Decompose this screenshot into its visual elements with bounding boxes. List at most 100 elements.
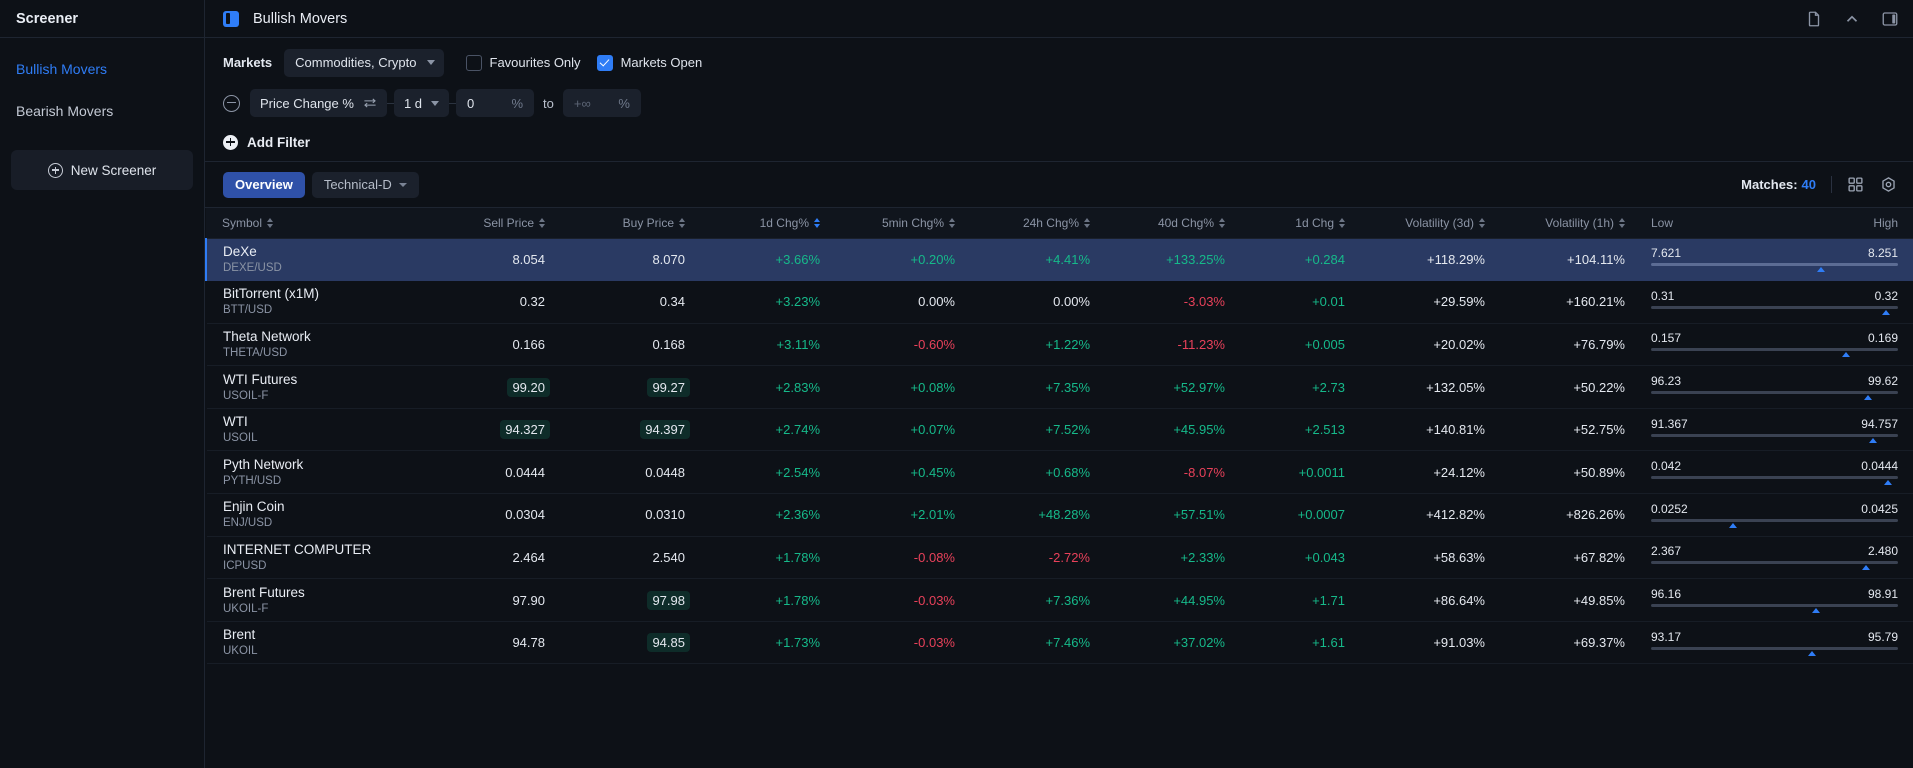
- column-header-volatility-3d[interactable]: Volatility (3d): [1361, 208, 1501, 239]
- cell-1d-chg: +1.71: [1312, 592, 1345, 608]
- cell-volatility-1h: +69.37%: [1573, 635, 1625, 651]
- sell-price-value: 2.464: [512, 549, 545, 565]
- cell-buy-price: 99.27: [561, 366, 701, 409]
- cell-buy-price: 2.540: [561, 536, 701, 579]
- favourites-only-checkbox[interactable]: Favourites Only: [465, 54, 581, 71]
- low-high-values: 96.23 99.62: [1651, 374, 1898, 388]
- titlebar-icon-group: [1805, 10, 1899, 28]
- markets-open-label: Markets Open: [620, 55, 703, 70]
- symbol-code: ICPUSD: [223, 559, 267, 572]
- current-price-marker-icon: [1807, 650, 1816, 656]
- metric-select[interactable]: Price Change %: [250, 89, 387, 117]
- cell-symbol: Enjin Coin ENJ/USD: [206, 494, 421, 537]
- period-select[interactable]: 1 d: [393, 89, 450, 117]
- cell-volatility-3d: +412.82%: [1426, 507, 1485, 523]
- sidebar-item-bearish-movers[interactable]: Bearish Movers: [0, 90, 204, 132]
- buy-price-value: 97.98: [647, 590, 690, 610]
- table-row[interactable]: INTERNET COMPUTER ICPUSD 2.464 2.540 +1.78% -…: [206, 536, 1913, 579]
- cell-buy-price: 0.34: [561, 281, 701, 324]
- cell-1d-chg-pct: +2.83%: [775, 379, 820, 395]
- sidebar-item-bullish-movers[interactable]: Bullish Movers: [0, 48, 204, 90]
- tab-overview[interactable]: Overview: [223, 171, 305, 198]
- add-filter-button[interactable]: Add Filter: [223, 134, 310, 150]
- high-value: 0.32: [1874, 288, 1898, 303]
- table-row[interactable]: DeXe DEXE/USD 8.054 8.070 +3.66% +0.20% +4.41%…: [205, 238, 1913, 281]
- low-high-track: [1651, 348, 1898, 358]
- low-high-range: 96.23 99.62: [1651, 374, 1898, 401]
- cell-1d-chg: +1.61: [1312, 635, 1345, 651]
- to-value-placeholder: +∞: [573, 95, 591, 111]
- cell-volatility-3d: +24.12%: [1433, 464, 1485, 480]
- chevron-down-icon: [431, 100, 440, 106]
- symbol-name: DeXe: [223, 243, 257, 259]
- table-row[interactable]: Brent Futures UKOIL-F 97.90 97.98 +1.78% -0.0…: [206, 579, 1913, 622]
- cell-1d-chg: +2.73: [1312, 379, 1345, 395]
- low-value: 0.157: [1651, 331, 1682, 346]
- cell-buy-price: 0.168: [561, 323, 701, 366]
- screener-panel-icon: [223, 10, 239, 27]
- current-price-marker-icon: [1728, 522, 1737, 528]
- symbol-code: USOIL-F: [223, 389, 269, 402]
- low-high-track: [1651, 391, 1898, 401]
- cell-volatility-1h: +50.89%: [1573, 464, 1625, 480]
- cell-24h-chg-pct: +48.28%: [1038, 507, 1090, 523]
- results-table: Symbol Sell Price Buy Price 1d Chg% 5min…: [205, 208, 1913, 664]
- cell-40d-chg-pct: -8.07%: [1183, 464, 1225, 480]
- column-label: 1d Chg%: [759, 215, 809, 230]
- current-price-marker-icon: [1884, 480, 1893, 486]
- checkbox-box: [465, 54, 482, 71]
- table-row[interactable]: Pyth Network PYTH/USD 0.0444 0.0448 +2.54% +0…: [206, 451, 1913, 494]
- panel-right-icon[interactable]: [1881, 10, 1899, 28]
- column-header-buy-price[interactable]: Buy Price: [561, 208, 701, 239]
- low-high-bar: [1651, 561, 1898, 565]
- column-label: 5min Chg%: [881, 215, 944, 230]
- column-label: Sell Price: [483, 215, 534, 230]
- sort-icon: [949, 217, 955, 228]
- column-header-1d-chg[interactable]: 1d Chg: [1241, 208, 1361, 239]
- symbol-name: BitTorrent (x1M): [223, 286, 320, 302]
- table-head: Symbol Sell Price Buy Price 1d Chg% 5min…: [206, 208, 1913, 239]
- column-header-5min-chg-pct[interactable]: 5min Chg%: [836, 208, 971, 239]
- column-header-1d-chg-pct[interactable]: 1d Chg%: [701, 208, 836, 239]
- settings-target-icon[interactable]: [1880, 176, 1897, 193]
- symbol-code: THETA/USD: [223, 346, 288, 359]
- cell-1d-chg: +0.0007: [1297, 507, 1345, 523]
- cell-24h-chg-pct: +7.46%: [1045, 635, 1090, 651]
- new-screener-button[interactable]: New Screener: [11, 150, 193, 190]
- column-header-40d-chg-pct[interactable]: 40d Chg%: [1106, 208, 1241, 239]
- from-value-input[interactable]: 0 %: [456, 89, 535, 117]
- chevron-up-icon[interactable]: [1843, 10, 1861, 28]
- cell-buy-price: 0.0310: [561, 494, 701, 537]
- table-row[interactable]: Enjin Coin ENJ/USD 0.0304 0.0310 +2.36% +2.01…: [206, 494, 1913, 537]
- table-row[interactable]: WTI USOIL 94.327 94.397 +2.74% +0.07% +7.52% +4…: [206, 408, 1913, 451]
- table-row[interactable]: WTI Futures USOIL-F 99.20 99.27 +2.83% +0.08%…: [206, 366, 1913, 409]
- table-row[interactable]: Brent UKOIL 94.78 94.85 +1.73% -0.03% +7.46% +3…: [206, 621, 1913, 664]
- column-header-sell-price[interactable]: Sell Price: [421, 208, 561, 239]
- sell-price-value: 94.327: [500, 420, 550, 440]
- cell-24h-chg-pct: +0.68%: [1045, 464, 1090, 480]
- document-icon[interactable]: [1805, 10, 1823, 28]
- buy-price-value: 8.070: [652, 251, 685, 267]
- column-header-symbol[interactable]: Symbol: [206, 208, 421, 239]
- cell-low-high-range: 0.31 0.32: [1641, 281, 1913, 324]
- column-header-volatility-1h[interactable]: Volatility (1h): [1501, 208, 1641, 239]
- markets-select[interactable]: Commodities, Crypto: [284, 48, 444, 77]
- markets-open-checkbox[interactable]: Markets Open: [596, 54, 703, 71]
- tab-technical-d[interactable]: Technical-D: [311, 171, 419, 198]
- matches-indicator: Matches: 40: [1741, 177, 1816, 192]
- cell-5min-chg-pct: -0.08%: [913, 549, 955, 565]
- table-row[interactable]: BitTorrent (x1M) BTT/USD 0.32 0.34 +3.23% 0.0…: [206, 281, 1913, 324]
- high-value: 98.91: [1867, 587, 1898, 602]
- to-value-input[interactable]: +∞ %: [562, 89, 641, 117]
- grid-view-icon[interactable]: [1847, 176, 1864, 193]
- symbol-name: Pyth Network: [223, 456, 304, 472]
- sort-icon: [1619, 217, 1625, 228]
- remove-filter-icon[interactable]: [223, 94, 240, 112]
- column-label: Buy Price: [622, 215, 674, 230]
- low-high-track: [1651, 561, 1898, 571]
- table-row[interactable]: Theta Network THETA/USD 0.166 0.168 +3.11% -0…: [206, 323, 1913, 366]
- low-high-range: 0.157 0.169: [1651, 331, 1898, 358]
- column-header-24h-chg-pct[interactable]: 24h Chg%: [971, 208, 1106, 239]
- symbol-code: UKOIL-F: [223, 602, 269, 615]
- sidebar: Screener Bullish Movers Bearish Movers N…: [0, 0, 205, 768]
